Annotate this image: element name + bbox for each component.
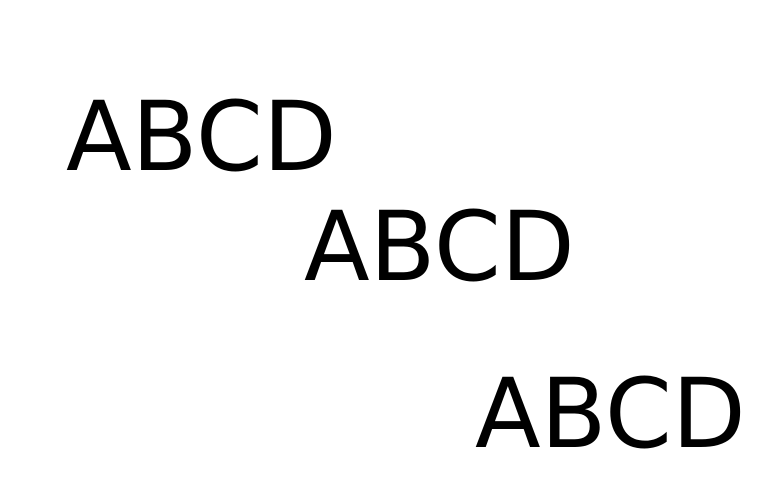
text-label-top-left: ABCD [66,81,337,193]
text-label-middle: ABCD [304,191,575,303]
text-label-bottom-right: ABCD [475,358,746,470]
